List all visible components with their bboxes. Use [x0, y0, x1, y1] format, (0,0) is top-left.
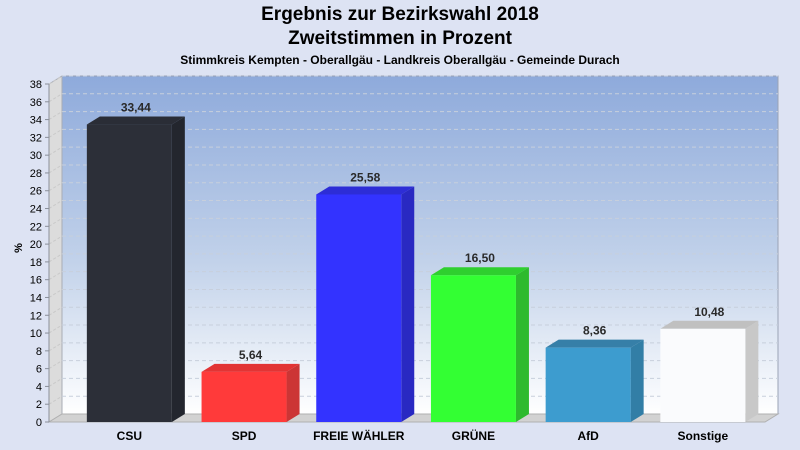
- bar-top: [430, 267, 529, 276]
- chart-subtitle-location: Stimmkreis Kempten - Oberallgäu - Landkr…: [180, 53, 620, 67]
- gridline-side: [48, 93, 63, 103]
- bar-group: 8,36: [545, 324, 644, 422]
- y-tick-label: 34: [30, 115, 42, 127]
- gridline-side: [48, 395, 63, 405]
- gridline-side: [48, 164, 63, 174]
- bar-top: [316, 186, 415, 195]
- x-tick-label: CSU: [117, 429, 142, 443]
- bar-side: [171, 116, 185, 422]
- gridline-side: [48, 306, 63, 316]
- y-tick-label: 4: [36, 381, 42, 393]
- y-tick-label: 22: [30, 221, 42, 233]
- bar: [545, 347, 631, 422]
- gridline-side: [48, 360, 63, 370]
- data-label: 16,50: [465, 251, 495, 265]
- gridline-side: [48, 377, 63, 387]
- data-label: 10,48: [694, 305, 724, 319]
- plot-side-wall: [48, 75, 63, 423]
- x-axis: CSU SPD FREIE WÄHLER GRÜNE AfD Sonstige: [117, 428, 729, 443]
- bars: 33,44 5,64 25,58 16,50 8,36 10,48: [86, 101, 759, 422]
- gridline-side: [48, 271, 63, 281]
- gridline-side: [48, 75, 63, 85]
- y-tick-label: 30: [30, 150, 42, 162]
- y-tick-label: 12: [30, 310, 42, 322]
- x-tick-label: GRÜNE: [452, 428, 495, 443]
- x-tick-label: Sonstige: [678, 429, 729, 443]
- bar-side: [745, 320, 759, 422]
- bar-group: 5,64: [201, 348, 300, 422]
- y-tick-label: 36: [30, 97, 42, 109]
- bar: [201, 371, 287, 422]
- bar-group: 33,44: [86, 101, 185, 422]
- x-tick-label: SPD: [232, 429, 257, 443]
- data-label: 25,58: [350, 170, 380, 184]
- y-tick-label: 32: [30, 132, 42, 144]
- bar-group: 16,50: [430, 251, 529, 422]
- y-tick-label: 6: [36, 364, 42, 376]
- bar-side: [286, 363, 300, 422]
- y-tick-label: 26: [30, 186, 42, 198]
- y-tick-label: 18: [30, 257, 42, 269]
- y-tick-label: 28: [30, 168, 42, 180]
- y-tick-label: 20: [30, 239, 42, 251]
- chart-title: Ergebnis zur Bezirkswahl 2018: [261, 4, 539, 25]
- bar: [86, 124, 172, 422]
- gridline-side: [48, 182, 63, 192]
- data-label: 5,64: [239, 348, 263, 362]
- y-tick-label: 0: [36, 417, 42, 429]
- bar: [316, 194, 402, 422]
- y-tick-label: 14: [30, 292, 42, 304]
- y-tick-label: 38: [30, 79, 42, 91]
- bar: [430, 275, 516, 422]
- bar-top: [545, 339, 644, 348]
- bar-group: 10,48: [660, 305, 759, 422]
- gridline-side: [48, 217, 63, 227]
- y-tick-label: 10: [30, 328, 42, 340]
- gridline-side: [48, 342, 63, 352]
- bar-top: [201, 363, 300, 372]
- gridline-side: [48, 324, 63, 334]
- gridline-side: [48, 253, 63, 263]
- y-tick-label: 24: [30, 204, 42, 216]
- data-label: 8,36: [583, 324, 607, 338]
- gridline-side: [48, 289, 63, 298]
- bar-top: [86, 116, 185, 125]
- bar-side: [401, 186, 415, 422]
- gridline-side: [48, 111, 63, 121]
- x-tick-label: AfD: [577, 429, 599, 443]
- y-tick-label: 2: [36, 399, 42, 411]
- gridline-side: [48, 200, 63, 209]
- bar-group: 25,58: [316, 170, 415, 422]
- bar-side: [515, 267, 529, 422]
- bar-side: [630, 339, 644, 422]
- bar-top: [660, 320, 759, 329]
- gridline-side: [48, 146, 63, 156]
- gridline-side: [48, 235, 63, 245]
- gridline-side: [48, 128, 63, 138]
- y-tick-label: 8: [36, 346, 42, 358]
- y-tick-label: 16: [30, 275, 42, 287]
- chart-subtitle: Zweitstimmen in Prozent: [288, 28, 512, 49]
- bar: [660, 328, 746, 422]
- data-label: 33,44: [121, 101, 151, 115]
- y-axis-label: %: [13, 243, 25, 253]
- x-tick-label: FREIE WÄHLER: [313, 428, 405, 443]
